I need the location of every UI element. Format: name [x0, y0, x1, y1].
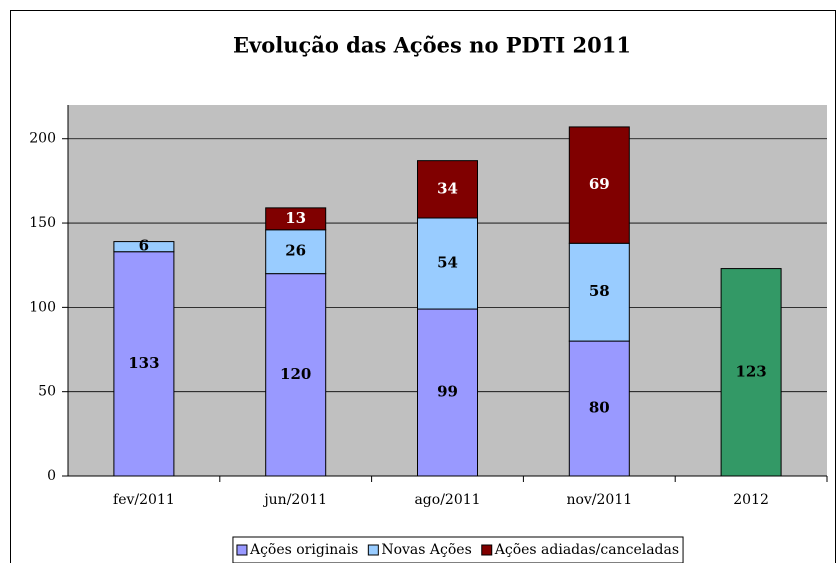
bar-segment [568, 242, 630, 342]
bar-segment [417, 160, 478, 219]
y-tick-label: 50 [38, 384, 56, 400]
legend-label: Novas Ações [381, 542, 471, 558]
legend-label: Ações originais [249, 542, 358, 558]
value-label: 6 [139, 237, 149, 255]
bar-segment [417, 308, 478, 477]
value-label: 58 [589, 282, 610, 300]
legend-swatch [236, 544, 248, 556]
legend-swatch [481, 544, 493, 556]
y-tick-label: 200 [29, 131, 56, 147]
bar-segment [265, 207, 327, 231]
x-tick-label: fev/2011 [113, 492, 175, 508]
y-tick-label: 0 [47, 468, 56, 484]
legend-swatch [367, 544, 379, 556]
bar-segment [265, 273, 327, 477]
x-tick-label: nov/2011 [566, 492, 632, 508]
y-tick-label: 150 [29, 215, 56, 231]
value-label: 34 [437, 179, 458, 197]
bar-segment [113, 251, 175, 477]
value-label: 26 [285, 242, 306, 260]
y-tick-label: 100 [29, 299, 56, 315]
bar-segment [113, 241, 175, 253]
legend-label: Ações adiadas/canceladas [494, 542, 679, 558]
bar-segment [568, 126, 630, 244]
bar-segment [568, 340, 630, 477]
value-label: 123 [735, 362, 766, 380]
bar-segment [417, 217, 478, 310]
x-tick-label: ago/2011 [414, 492, 480, 508]
value-label: 80 [589, 399, 610, 417]
chart-title: Evolução das Ações no PDTI 2011 [233, 33, 631, 58]
legend-box [232, 536, 684, 563]
bar-segment [265, 229, 327, 275]
x-tick-label: jun/2011 [262, 492, 327, 508]
value-label: 69 [589, 175, 610, 193]
legend: Ações originais Novas Ações Ações adiadas/… [232, 536, 684, 563]
value-label: 120 [280, 365, 311, 383]
value-label: 99 [437, 383, 458, 401]
value-label: 13 [285, 209, 306, 227]
bar-segment [720, 268, 782, 477]
value-label: 133 [128, 354, 159, 372]
value-label: 54 [437, 254, 458, 272]
x-tick-label: 2012 [733, 492, 769, 508]
